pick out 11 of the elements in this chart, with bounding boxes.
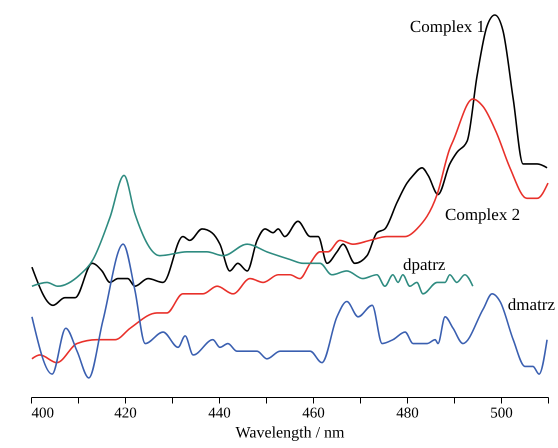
x-tick-label: 420 — [114, 406, 137, 422]
x-tick-label: 460 — [302, 406, 325, 422]
x-axis-title: Wavelength / nm — [236, 424, 346, 442]
series-label: Complex 1 — [410, 17, 485, 36]
series-label: dmatrz — [508, 295, 556, 314]
x-tick-label: 440 — [208, 406, 231, 422]
series-label: Complex 2 — [445, 205, 520, 224]
series-label: dpatrz — [403, 255, 446, 274]
x-tick-label: 500 — [490, 406, 513, 422]
x-tick-label: 400 — [32, 406, 54, 422]
x-tick-label: 480 — [396, 406, 419, 422]
